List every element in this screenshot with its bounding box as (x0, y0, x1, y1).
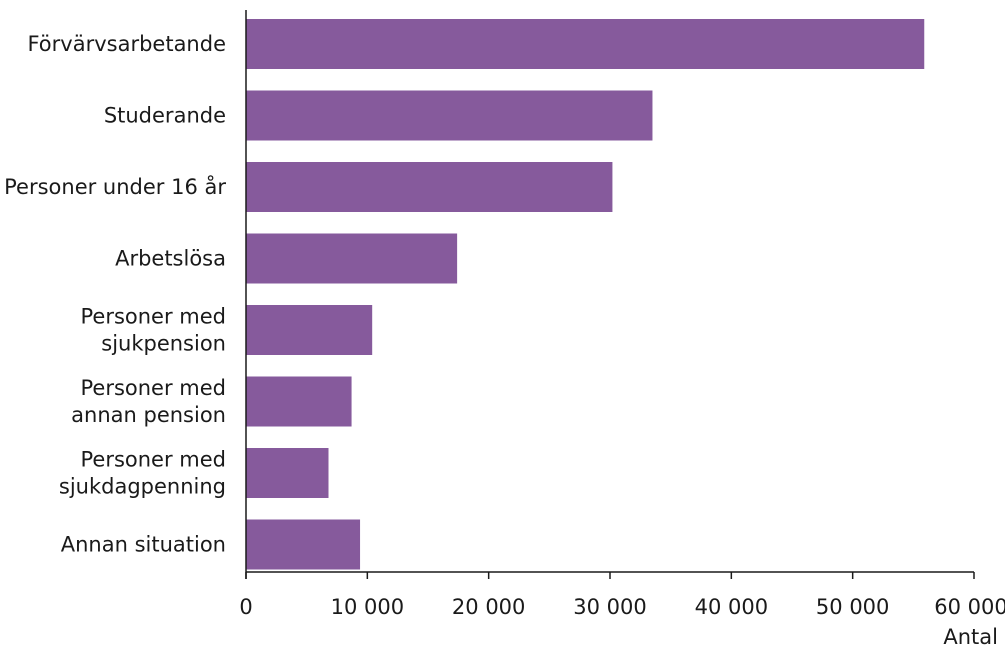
bar-5 (246, 376, 352, 427)
category-label-2: Personer under 16 år (4, 174, 226, 199)
bars-group (246, 19, 925, 570)
bar-1 (246, 90, 653, 141)
category-label-line: Annan situation (61, 533, 226, 557)
category-label-5: Personer med annan pension (71, 376, 226, 427)
bar-0 (246, 19, 925, 69)
category-label-7: Annan situation (61, 533, 226, 557)
x-axis-title: Antal (943, 625, 998, 649)
x-tick-label: 50 000 (816, 595, 889, 619)
x-tick-label: 10 000 (331, 595, 404, 619)
category-label-1: Studerande (104, 104, 226, 128)
x-tick-label: 60 000 (934, 595, 1005, 619)
category-label-line: Studerande (104, 104, 226, 128)
bar-4 (246, 305, 373, 355)
x-tick-label: 30 000 (573, 595, 646, 619)
category-labels: Förvärvsarbetande Studerande Personer unde… (4, 32, 226, 557)
bar-2 (246, 162, 613, 212)
category-label-0: Förvärvsarbetande (27, 32, 226, 56)
bar-6 (246, 448, 329, 498)
category-label-4: Personer med sjukpension (80, 305, 226, 356)
category-label-line: Personer med (80, 448, 226, 472)
category-label-6: Personer med sjukdagpenning (59, 448, 226, 499)
bar-3 (246, 233, 458, 284)
x-tick-label: 0 (239, 595, 252, 619)
category-label-line: sjukdagpenning (59, 475, 226, 499)
category-label-line: sjukpension (101, 332, 226, 356)
x-tick-label: 20 000 (452, 595, 525, 619)
x-ticks: 0 10 000 20 000 30 000 40 000 50 000 60 000 (239, 572, 1005, 619)
x-tick-label: 40 000 (695, 595, 768, 619)
category-label-line: Personer med (80, 305, 226, 329)
category-label-line: Personer under 16 år (4, 174, 226, 199)
bar-7 (246, 519, 361, 570)
category-label-line: Arbetslösa (115, 247, 226, 271)
category-label-line: Personer med (80, 376, 226, 400)
category-label-3: Arbetslösa (115, 247, 226, 271)
category-label-line: Förvärvsarbetande (27, 32, 226, 56)
category-label-line: annan pension (71, 403, 226, 427)
